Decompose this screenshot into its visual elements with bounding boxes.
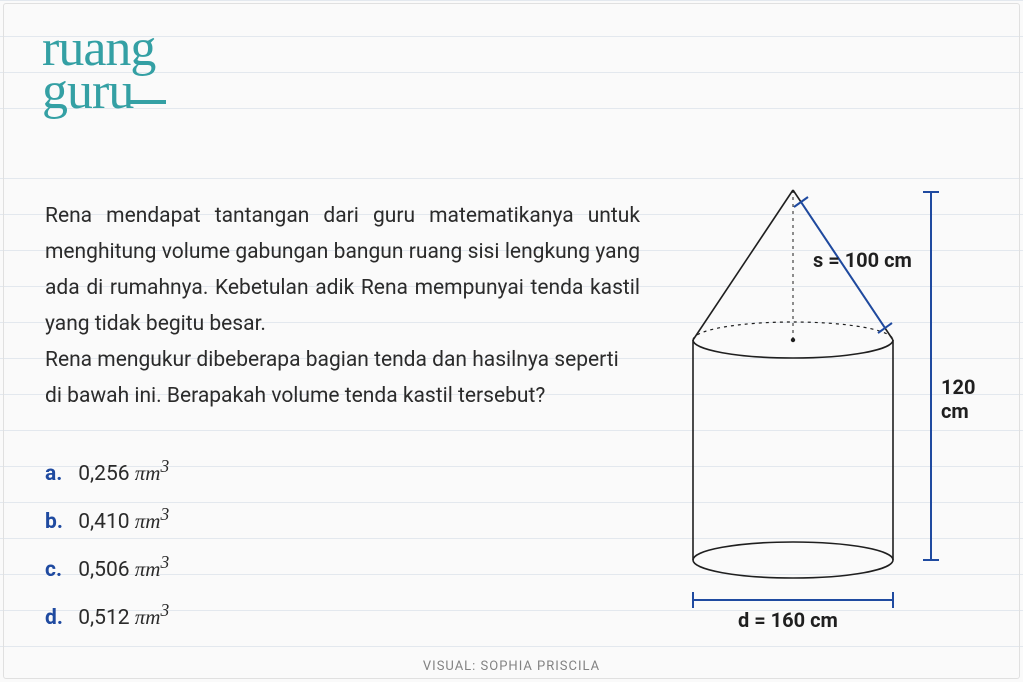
question-paragraph-1: Rena mendapat tantangan dari guru matema… [45,198,640,342]
option-d[interactable]: d. 0,512 πm3 [45,590,640,638]
logo-underline [130,100,166,104]
question-paragraph-2: Rena mengukur dibeberapa bagian tenda da… [45,342,640,414]
option-b[interactable]: b. 0,410 πm3 [45,494,640,542]
footer-credit: VISUAL: SOPHIA PRISCILA [0,659,1023,674]
slant-label: s = 100 cm [813,248,912,272]
option-c[interactable]: c. 0,506 πm3 [45,542,640,590]
question-content: Rena mendapat tantangan dari guru matema… [45,198,640,638]
answer-options: a. 0,256 πm3 b. 0,410 πm3 c. 0,506 πm3 d… [45,446,640,638]
logo-line2: guru [42,71,166,114]
tent-diagram: s = 100 cm 120 cm d = 160 cm [663,180,983,620]
logo: ruang guru [42,28,166,113]
option-a[interactable]: a. 0,256 πm3 [45,446,640,494]
height-label: 120 cm [941,375,983,423]
diameter-label: d = 160 cm [738,608,838,632]
